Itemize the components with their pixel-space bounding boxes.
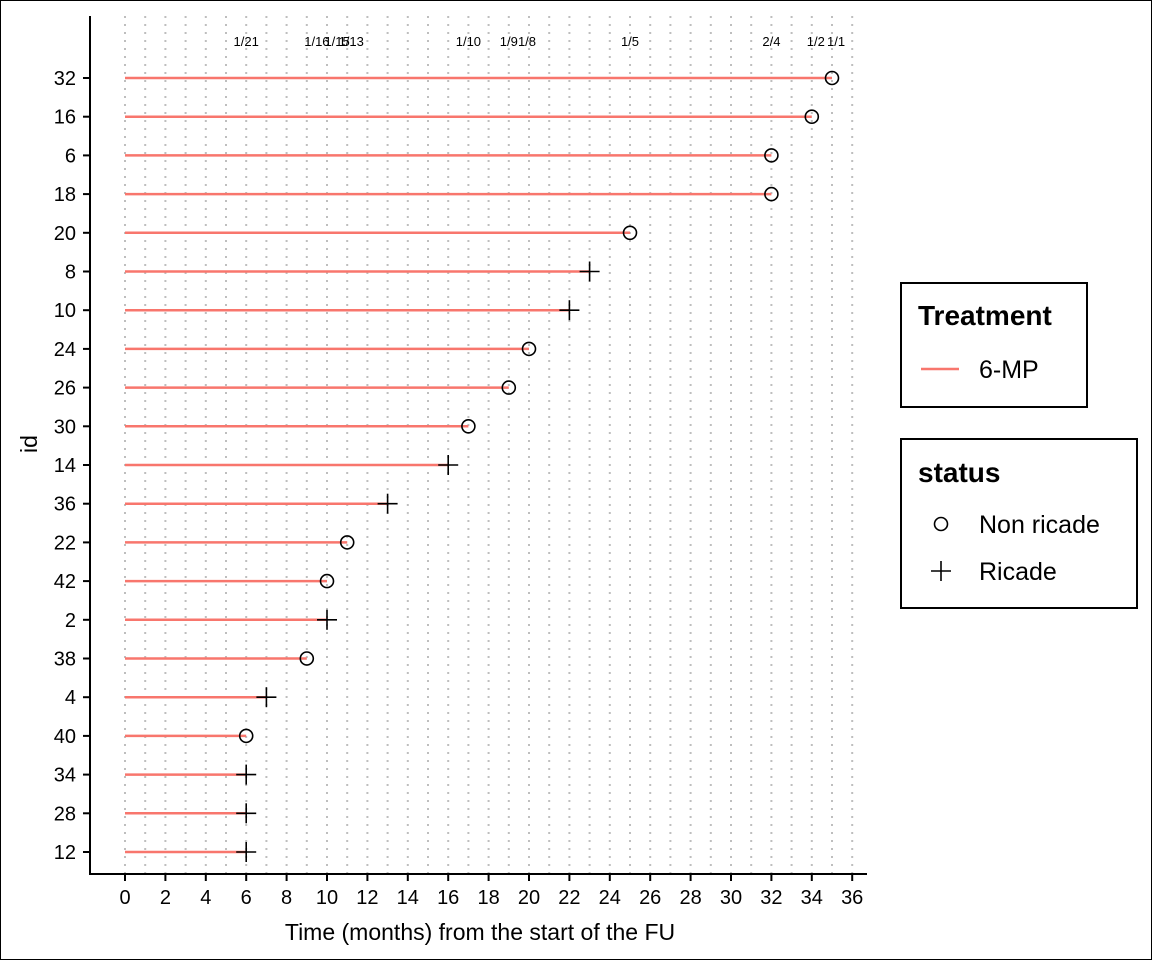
censor-circle-marker-id-32	[824, 70, 840, 86]
y-tick-label-24: 24	[54, 339, 76, 361]
y-tick-label-32: 32	[54, 68, 76, 90]
legend-treatment-box	[900, 282, 1088, 408]
y-tick-label-30: 30	[54, 416, 76, 438]
x-tick-label-20: 20	[518, 887, 540, 909]
x-tick-label-0: 0	[119, 887, 130, 909]
risk-label-1: 1/16	[304, 34, 329, 49]
event-plus-marker-id-4	[256, 687, 277, 708]
follow-up-lines	[125, 76, 832, 854]
x-tick-label-10: 10	[316, 887, 338, 909]
censor-circle-marker-id-6	[764, 148, 779, 163]
event-plus-marker-id-34	[236, 764, 257, 785]
y-tick-label-26: 26	[54, 378, 76, 400]
x-tick-label-28: 28	[679, 887, 701, 909]
x-tick-label-36: 36	[841, 887, 863, 909]
x-tick-label-2: 2	[160, 887, 171, 909]
y-tick-label-14: 14	[54, 455, 76, 477]
y-tick-label-20: 20	[54, 223, 76, 245]
risk-label-2: 1/15	[324, 34, 349, 49]
y-tick-label-8: 8	[65, 262, 76, 284]
x-tick-label-30: 30	[720, 887, 742, 909]
event-plus-marker-id-14	[438, 455, 459, 475]
censor-circle-marker-id-40	[238, 728, 254, 744]
legend-status-title: status	[918, 457, 1000, 488]
legend-non-ricade-label: Non ricade	[979, 511, 1100, 539]
censor-circle-marker-id-30	[461, 418, 476, 434]
y-tick-label-18: 18	[54, 184, 76, 206]
y-tick-label-42: 42	[54, 571, 76, 593]
censor-circle-marker-id-42	[319, 573, 335, 589]
x-axis-ticks: 0 2 4 6 8 10 12 14 16 18 20 22 24 26 28 30 32 34 36	[119, 874, 863, 909]
legend-ricade-label: Ricade	[979, 558, 1057, 586]
y-tick-label-36: 36	[54, 494, 76, 516]
legend-6mp-label: 6-MP	[979, 356, 1039, 384]
y-tick-label-10: 10	[54, 300, 76, 322]
event-plus-marker-id-10	[559, 300, 580, 321]
censor-circle-marker-id-16	[804, 109, 820, 124]
y-tick-label-40: 40	[54, 726, 76, 748]
x-tick-label-4: 4	[200, 887, 211, 909]
x-tick-label-22: 22	[558, 887, 580, 909]
censor-circle-marker-id-24	[521, 341, 537, 357]
event-plus-marker-id-36	[377, 493, 398, 514]
risk-label-3: 1/13	[339, 34, 364, 49]
x-tick-label-14: 14	[397, 887, 419, 909]
event-plus-marker-id-8	[579, 261, 600, 282]
x-tick-label-34: 34	[801, 887, 823, 909]
censor-circle-marker-id-26	[501, 380, 517, 395]
y-tick-label-6: 6	[65, 145, 76, 167]
y-tick-label-4: 4	[65, 687, 76, 709]
censor-circle-marker-id-38	[299, 651, 315, 666]
y-tick-label-34: 34	[54, 765, 76, 787]
risk-label-10: 1/1	[827, 34, 845, 49]
risk-label-0: 1/21	[234, 34, 259, 49]
vertical-gridlines	[124, 16, 854, 874]
censor-circle-marker-id-22	[339, 535, 355, 550]
y-tick-label-28: 28	[54, 803, 76, 825]
y-tick-label-16: 16	[54, 107, 76, 129]
x-axis-title: Time (months) from the start of the FU	[285, 919, 675, 945]
risk-label-6: 1/8	[518, 34, 536, 49]
x-tick-label-24: 24	[599, 887, 621, 909]
risk-table-labels: 1/21 1/161/151/13 1/10 1/9 1/8 1/5 2/4 1/2 1/1	[234, 34, 846, 49]
risk-label-5: 1/9	[500, 34, 518, 49]
event-plus-marker-id-12	[236, 842, 257, 862]
risk-label-7: 1/5	[621, 34, 639, 49]
x-tick-label-8: 8	[281, 887, 292, 909]
legend-circle-icon	[933, 516, 949, 532]
x-tick-label-32: 32	[760, 887, 782, 909]
x-tick-label-18: 18	[477, 887, 499, 909]
y-axis-title: id	[16, 435, 42, 453]
x-tick-label-12: 12	[356, 887, 378, 909]
x-tick-label-26: 26	[639, 887, 661, 909]
censor-circle-marker-id-18	[764, 186, 779, 202]
censor-circle-marker-id-20	[622, 225, 638, 241]
legend-status: status Non ricade Ricade	[900, 438, 1138, 609]
y-tick-label-12: 12	[54, 842, 76, 864]
axes	[89, 16, 867, 875]
y-tick-label-22: 22	[54, 532, 76, 554]
y-tick-label-38: 38	[54, 649, 76, 671]
x-tick-label-6: 6	[241, 887, 252, 909]
risk-label-8: 2/4	[762, 34, 780, 49]
risk-label-9: 1/2	[807, 34, 825, 49]
event-plus-marker-id-2	[317, 609, 337, 630]
event-plus-marker-id-28	[236, 803, 257, 824]
legend-treatment: Treatment 6-MP	[900, 282, 1088, 408]
legend-treatment-title: Treatment	[918, 300, 1052, 331]
event-markers	[236, 70, 840, 862]
x-tick-label-16: 16	[437, 887, 459, 909]
y-tick-label-2: 2	[65, 610, 76, 632]
y-axis-ticks: 32 16 6 18 20 8 10 24 26 30 14 36 22 42 2 38 4 40 34 28 12	[54, 68, 90, 864]
risk-label-4: 1/10	[456, 34, 481, 49]
